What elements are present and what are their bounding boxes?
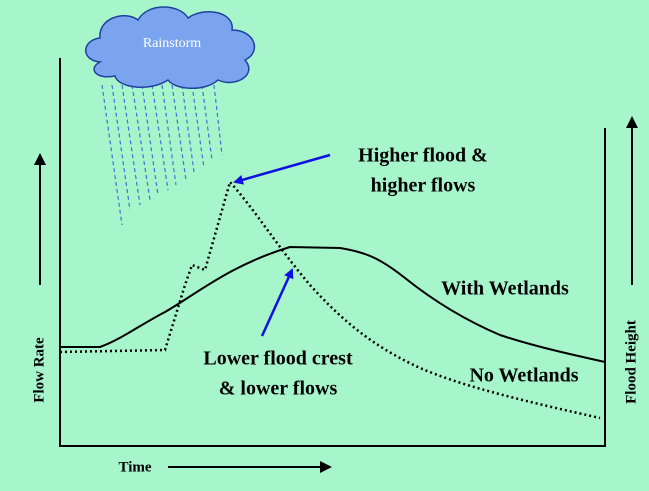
curve-with-wetlands: [60, 245, 606, 363]
axis-label: Flow Rate: [31, 337, 47, 403]
annotation: higher flows: [371, 175, 476, 197]
cloud: [85, 6, 256, 89]
frame: [59, 58, 606, 447]
curve-no-wetlands: [59, 179, 601, 420]
cloud-label: Rainstorm: [143, 36, 201, 51]
annotation: Higher flood &: [358, 145, 488, 167]
rain: [101, 84, 223, 226]
annotation: & lower flows: [219, 378, 338, 400]
annotation-arrow: [260, 268, 294, 337]
curve-label: No Wetlands: [469, 365, 578, 387]
annotation: Lower flood crest: [203, 348, 353, 370]
axis-label: Time: [118, 459, 151, 475]
curve-label: With Wetlands: [441, 278, 569, 300]
axis-label: Flood Height: [623, 320, 639, 404]
annotation-arrow: [233, 153, 331, 185]
